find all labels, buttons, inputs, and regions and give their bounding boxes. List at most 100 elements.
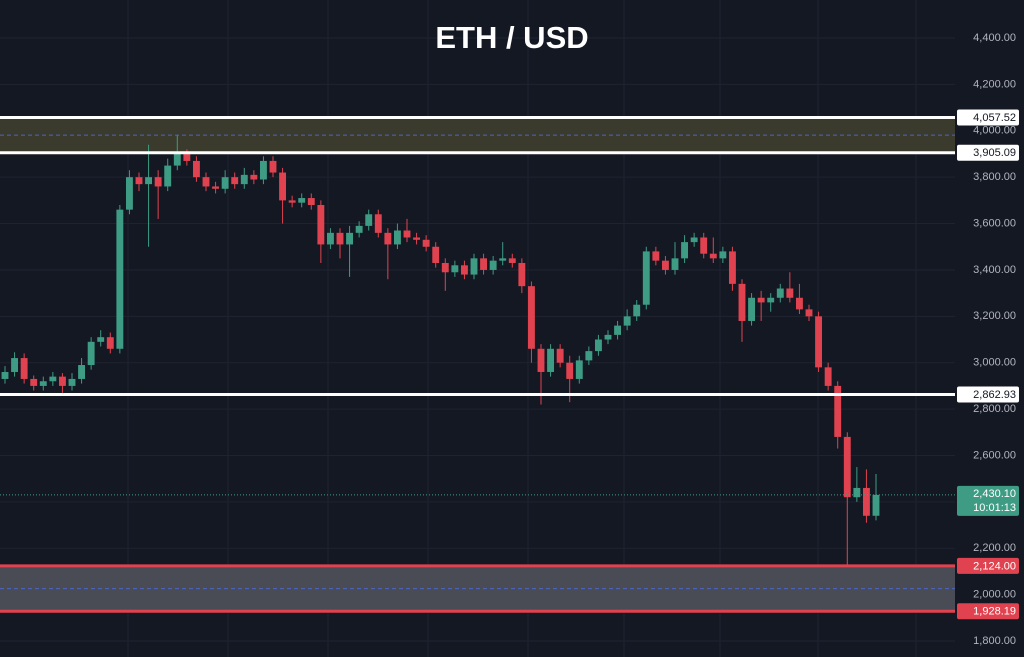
- candle-body: [451, 265, 459, 273]
- y-tick-label: 2,800.00: [973, 403, 1016, 415]
- candle-body: [221, 177, 229, 189]
- candle-body: [365, 214, 373, 226]
- candle-body: [307, 198, 315, 206]
- candle-body: [843, 436, 851, 498]
- y-tick-label: 2,200.00: [973, 542, 1016, 554]
- candle-body: [441, 262, 449, 273]
- candle-body: [279, 172, 287, 201]
- candle-body: [623, 316, 631, 326]
- candle-body: [231, 177, 239, 185]
- candle-body: [317, 205, 325, 245]
- level-label-box: [957, 386, 1019, 403]
- candle-body: [585, 351, 593, 361]
- candle-body: [805, 309, 813, 317]
- candle-body: [709, 253, 717, 259]
- candle-body: [834, 385, 842, 437]
- y-tick-label: 4,200.00: [973, 78, 1016, 90]
- level-label: 4,057.52: [973, 112, 1016, 124]
- candle-body: [460, 265, 468, 275]
- candle-body: [594, 339, 602, 352]
- level-label-box: [957, 557, 1019, 574]
- candle-body: [681, 242, 689, 259]
- candle-body: [470, 258, 478, 275]
- level-label: 2,862.93: [973, 389, 1016, 401]
- candle-body: [508, 258, 516, 263]
- candle-body: [728, 251, 736, 284]
- candle-body: [815, 316, 823, 368]
- candle-body: [336, 232, 344, 245]
- level-label: 2,124.00: [973, 560, 1016, 572]
- candle-body: [384, 232, 392, 245]
- candle-body: [374, 214, 382, 233]
- level-label-box: [957, 109, 1019, 126]
- candle-body: [39, 381, 47, 386]
- candle-body: [346, 232, 354, 245]
- candle-body: [259, 160, 267, 180]
- candle-body: [748, 297, 756, 321]
- candle-body: [767, 297, 775, 303]
- candle-body: [183, 153, 191, 161]
- candle-body: [786, 288, 794, 298]
- chart-title: ETH / USD: [435, 20, 588, 55]
- candle-body: [20, 358, 28, 379]
- candle-body: [49, 376, 57, 382]
- current-price-box: [957, 485, 1019, 516]
- candle-body: [642, 251, 650, 305]
- candle-body: [154, 177, 162, 187]
- candle-body: [68, 378, 76, 386]
- candle-body: [298, 198, 306, 203]
- candle-body: [700, 237, 708, 254]
- candle-body: [671, 258, 679, 270]
- candle-body: [97, 337, 105, 342]
- countdown-label: 10:01:13: [973, 502, 1016, 514]
- y-tick-label: 3,400.00: [973, 264, 1016, 276]
- candle-body: [87, 341, 95, 366]
- candle-body: [269, 160, 277, 173]
- candle-body: [78, 365, 86, 379]
- candle-body: [556, 348, 564, 363]
- candle-body: [719, 251, 727, 259]
- y-tick-label: 3,600.00: [973, 217, 1016, 229]
- candle-body: [862, 487, 870, 516]
- candle-body: [690, 237, 698, 243]
- candle-body: [355, 225, 363, 233]
- candle-body: [853, 487, 861, 498]
- candle-body: [661, 260, 669, 270]
- candle-body: [202, 177, 210, 187]
- candle-body: [527, 286, 535, 349]
- candle-body: [824, 367, 832, 386]
- candle-body: [116, 209, 124, 349]
- candle-body: [288, 200, 296, 203]
- candle-body: [403, 230, 411, 238]
- candle-body: [489, 260, 497, 270]
- candle-body: [757, 297, 765, 303]
- candle-body: [326, 232, 334, 245]
- candle-body: [795, 297, 803, 310]
- candle-body: [192, 160, 200, 178]
- candle-body: [393, 230, 401, 245]
- candle-body: [566, 362, 574, 379]
- candle-body: [604, 334, 612, 340]
- y-tick-label: 3,000.00: [973, 357, 1016, 369]
- candle-body: [145, 177, 153, 185]
- candle-body: [614, 325, 622, 335]
- level-label: 3,905.09: [973, 147, 1016, 159]
- overlay: 2,430.10 10:01:13 4,057.52 3,905.09 2,862.93…: [0, 109, 1019, 620]
- candle-body: [652, 251, 660, 261]
- candle-body: [776, 288, 784, 298]
- y-tick-label: 1,800.00: [973, 635, 1016, 647]
- y-tick-label: 2,000.00: [973, 589, 1016, 601]
- candle-body: [173, 153, 181, 166]
- candle-body: [212, 186, 220, 189]
- candle-body: [413, 237, 421, 240]
- candle-body: [30, 378, 38, 386]
- level-label: 1,928.19: [973, 606, 1016, 618]
- candle-body: [547, 348, 555, 372]
- candle-body: [58, 376, 66, 386]
- candle-body: [11, 358, 19, 372]
- y-tick-label: 3,200.00: [973, 310, 1016, 322]
- y-tick-label: 3,800.00: [973, 171, 1016, 183]
- candle-body: [240, 174, 248, 185]
- candle-body: [164, 165, 172, 187]
